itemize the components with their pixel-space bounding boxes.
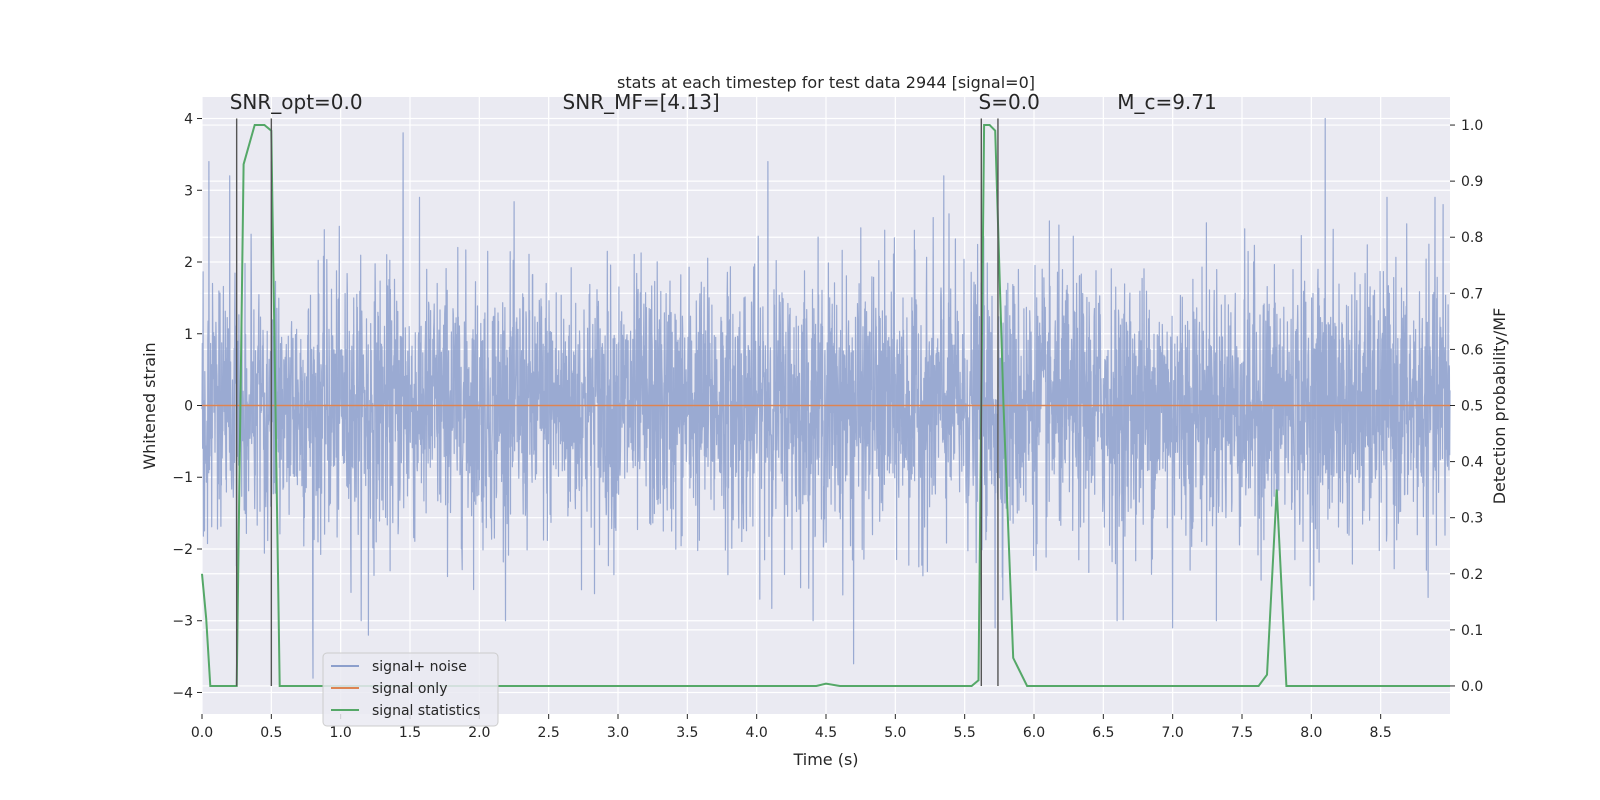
x-tick-label-1: 0.5 (260, 725, 282, 741)
axis-ticks: 0.0 0.5 1.0 1.5 2.0 2.5 3.0 3.5 4.0 4.5 5.0 5.5 6.0 6… (172, 112, 1483, 741)
legend-label-signal-statistics: signal statistics (372, 703, 480, 719)
x-tick-label-11: 5.5 (954, 725, 976, 741)
y-tick-label-6: 2 (184, 255, 193, 271)
y-axis-label-right: Detection probability/MF (1490, 308, 1509, 505)
y-tick-label-5: 1 (184, 327, 193, 343)
legend-label-signal-noise: signal+ noise (372, 659, 467, 675)
x-tick-label-13: 6.5 (1092, 725, 1114, 741)
vertical-markers (235, 118, 999, 686)
x-tick-label-9: 4.5 (815, 725, 837, 741)
y-right-tick-label-1: 0.1 (1461, 623, 1483, 639)
y-right-tick-label-6: 0.6 (1461, 342, 1483, 358)
line-signal-noise (201, 117, 1451, 679)
legend-label-signal-only: signal only (372, 681, 447, 697)
x-tick-label-12: 6.0 (1023, 725, 1045, 741)
x-tick-label-16: 8.0 (1300, 725, 1322, 741)
y-axis-label: Whitened strain (140, 342, 159, 469)
y-right-tick-label-3: 0.3 (1461, 511, 1483, 527)
x-tick-label-4: 2.0 (468, 725, 490, 741)
y-right-tick-label-7: 0.7 (1461, 286, 1483, 302)
annotation-snr-opt: SNR_opt=0.0 (230, 90, 363, 114)
x-tick-label-2: 1.0 (330, 725, 352, 741)
x-tick-label-3: 1.5 (399, 725, 421, 741)
y-tick-label-8: 4 (184, 112, 193, 128)
x-tick-label-0: 0.0 (191, 725, 213, 741)
y-right-tick-label-5: 0.5 (1461, 399, 1483, 415)
y-tick-label-7: 3 (184, 183, 193, 199)
y-right-tick-label-10: 1.0 (1461, 118, 1483, 134)
x-tick-label-8: 4.0 (746, 725, 768, 741)
series-lines (201, 124, 1450, 687)
y-right-tick-label-8: 0.8 (1461, 230, 1483, 246)
x-tick-label-14: 7.0 (1162, 725, 1184, 741)
chart-title: stats at each timestep for test data 294… (617, 73, 1035, 92)
y-right-tick-label-9: 0.9 (1461, 174, 1483, 190)
annotation-mc-val: M_c=9.71 (1117, 90, 1217, 114)
y-tick-label-3: −1 (172, 470, 193, 486)
legend: signal+ noise signal only signal statist… (322, 652, 499, 727)
annotations: SNR_opt=0.0 SNR_MF=[4.13] S=0.0 M_c=9.71 (230, 90, 1217, 114)
x-tick-label-7: 3.5 (676, 725, 698, 741)
x-tick-label-5: 2.5 (538, 725, 560, 741)
annotation-snr-mf: SNR_MF=[4.13] (563, 90, 720, 114)
series-signal-noise (201, 117, 1451, 679)
x-tick-label-10: 5.0 (884, 725, 906, 741)
legend-box (322, 652, 499, 727)
y-tick-label-4: 0 (184, 399, 193, 415)
y-tick-label-1: −3 (172, 614, 193, 630)
line-signal-statistics (201, 124, 1450, 687)
y-right-tick-label-2: 0.2 (1461, 567, 1483, 583)
y-right-tick-label-0: 0.0 (1461, 679, 1483, 695)
x-tick-label-17: 8.5 (1370, 725, 1392, 741)
x-axis-label: Time (s) (792, 750, 858, 769)
y-tick-label-0: −4 (172, 685, 193, 701)
x-tick-label-15: 7.5 (1231, 725, 1253, 741)
y-right-tick-label-4: 0.4 (1461, 455, 1483, 471)
annotation-s-val: S=0.0 (979, 90, 1040, 114)
x-tick-label-6: 3.0 (607, 725, 629, 741)
y-tick-label-2: −2 (172, 542, 193, 558)
